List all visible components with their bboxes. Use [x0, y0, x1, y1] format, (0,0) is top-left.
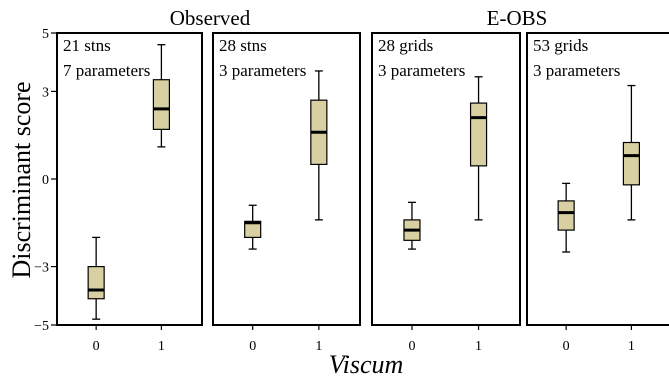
panel-label-line2: 3 parameters [378, 61, 465, 80]
box-iqr [469, 102, 488, 167]
panel-label-line2: 7 parameters [63, 61, 150, 80]
y-axis-label: Discriminant score [7, 81, 36, 278]
group-title-observed: Observed [170, 6, 251, 30]
y-tick-label-0: 5 [42, 27, 49, 42]
box-1 [310, 70, 328, 221]
panel-1: 21 stns 7 parameters 0 1 [56, 32, 203, 354]
panel-label-line1: 28 stns [219, 36, 267, 55]
box-0 [557, 182, 575, 253]
panel-label-line1: 28 grids [378, 36, 433, 55]
group-title-eobs: E-OBS [487, 6, 548, 30]
panel-label-line2: 3 parameters [533, 61, 620, 80]
box-iqr [557, 200, 575, 231]
panel-3: 28 grids 3 parameters 0 1 [371, 32, 521, 354]
x-tick-label-1: 1 [158, 339, 165, 354]
x-tick-label-1: 1 [315, 339, 322, 354]
y-axis: 5 3 0 −3 −5 [34, 27, 57, 334]
y-tick-label-3: −3 [34, 261, 49, 276]
x-tick-label-0: 0 [93, 339, 100, 354]
panel-4: 53 grids 3 parameters 0 1 [526, 32, 669, 354]
panel-frame [212, 32, 361, 326]
y-tick-label-1: 3 [42, 85, 49, 100]
box-1 [469, 76, 488, 221]
x-tick-label-0: 0 [249, 339, 256, 354]
box-iqr [152, 79, 170, 130]
panel-2: 28 stns 3 parameters 0 1 [212, 32, 361, 354]
panels: 21 stns 7 parameters 0 1 28 stns 3 parameters… [56, 32, 669, 354]
box-0 [403, 201, 421, 250]
panel-label-line1: 53 grids [533, 36, 588, 55]
group-titles: Observed E-OBS [170, 6, 548, 30]
panel-frame [526, 32, 669, 326]
y-tick-label-2: 0 [42, 173, 49, 188]
y-tick-label-4: −5 [34, 319, 49, 334]
box-1 [152, 44, 170, 148]
panel-frame [56, 32, 203, 326]
x-tick-label-1: 1 [475, 339, 482, 354]
box-1 [622, 84, 641, 221]
x-tick-label-1: 1 [628, 339, 635, 354]
x-axis-label: Viscum [329, 350, 404, 379]
box-0 [244, 204, 262, 250]
box-0 [87, 236, 105, 320]
x-tick-label-0: 0 [408, 339, 415, 354]
panel-frame [371, 32, 521, 326]
panel-label-line2: 3 parameters [219, 61, 306, 80]
x-tick-label-0: 0 [563, 339, 570, 354]
box-iqr [622, 141, 641, 186]
box-iqr [87, 266, 105, 300]
panel-label-line1: 21 stns [63, 36, 111, 55]
